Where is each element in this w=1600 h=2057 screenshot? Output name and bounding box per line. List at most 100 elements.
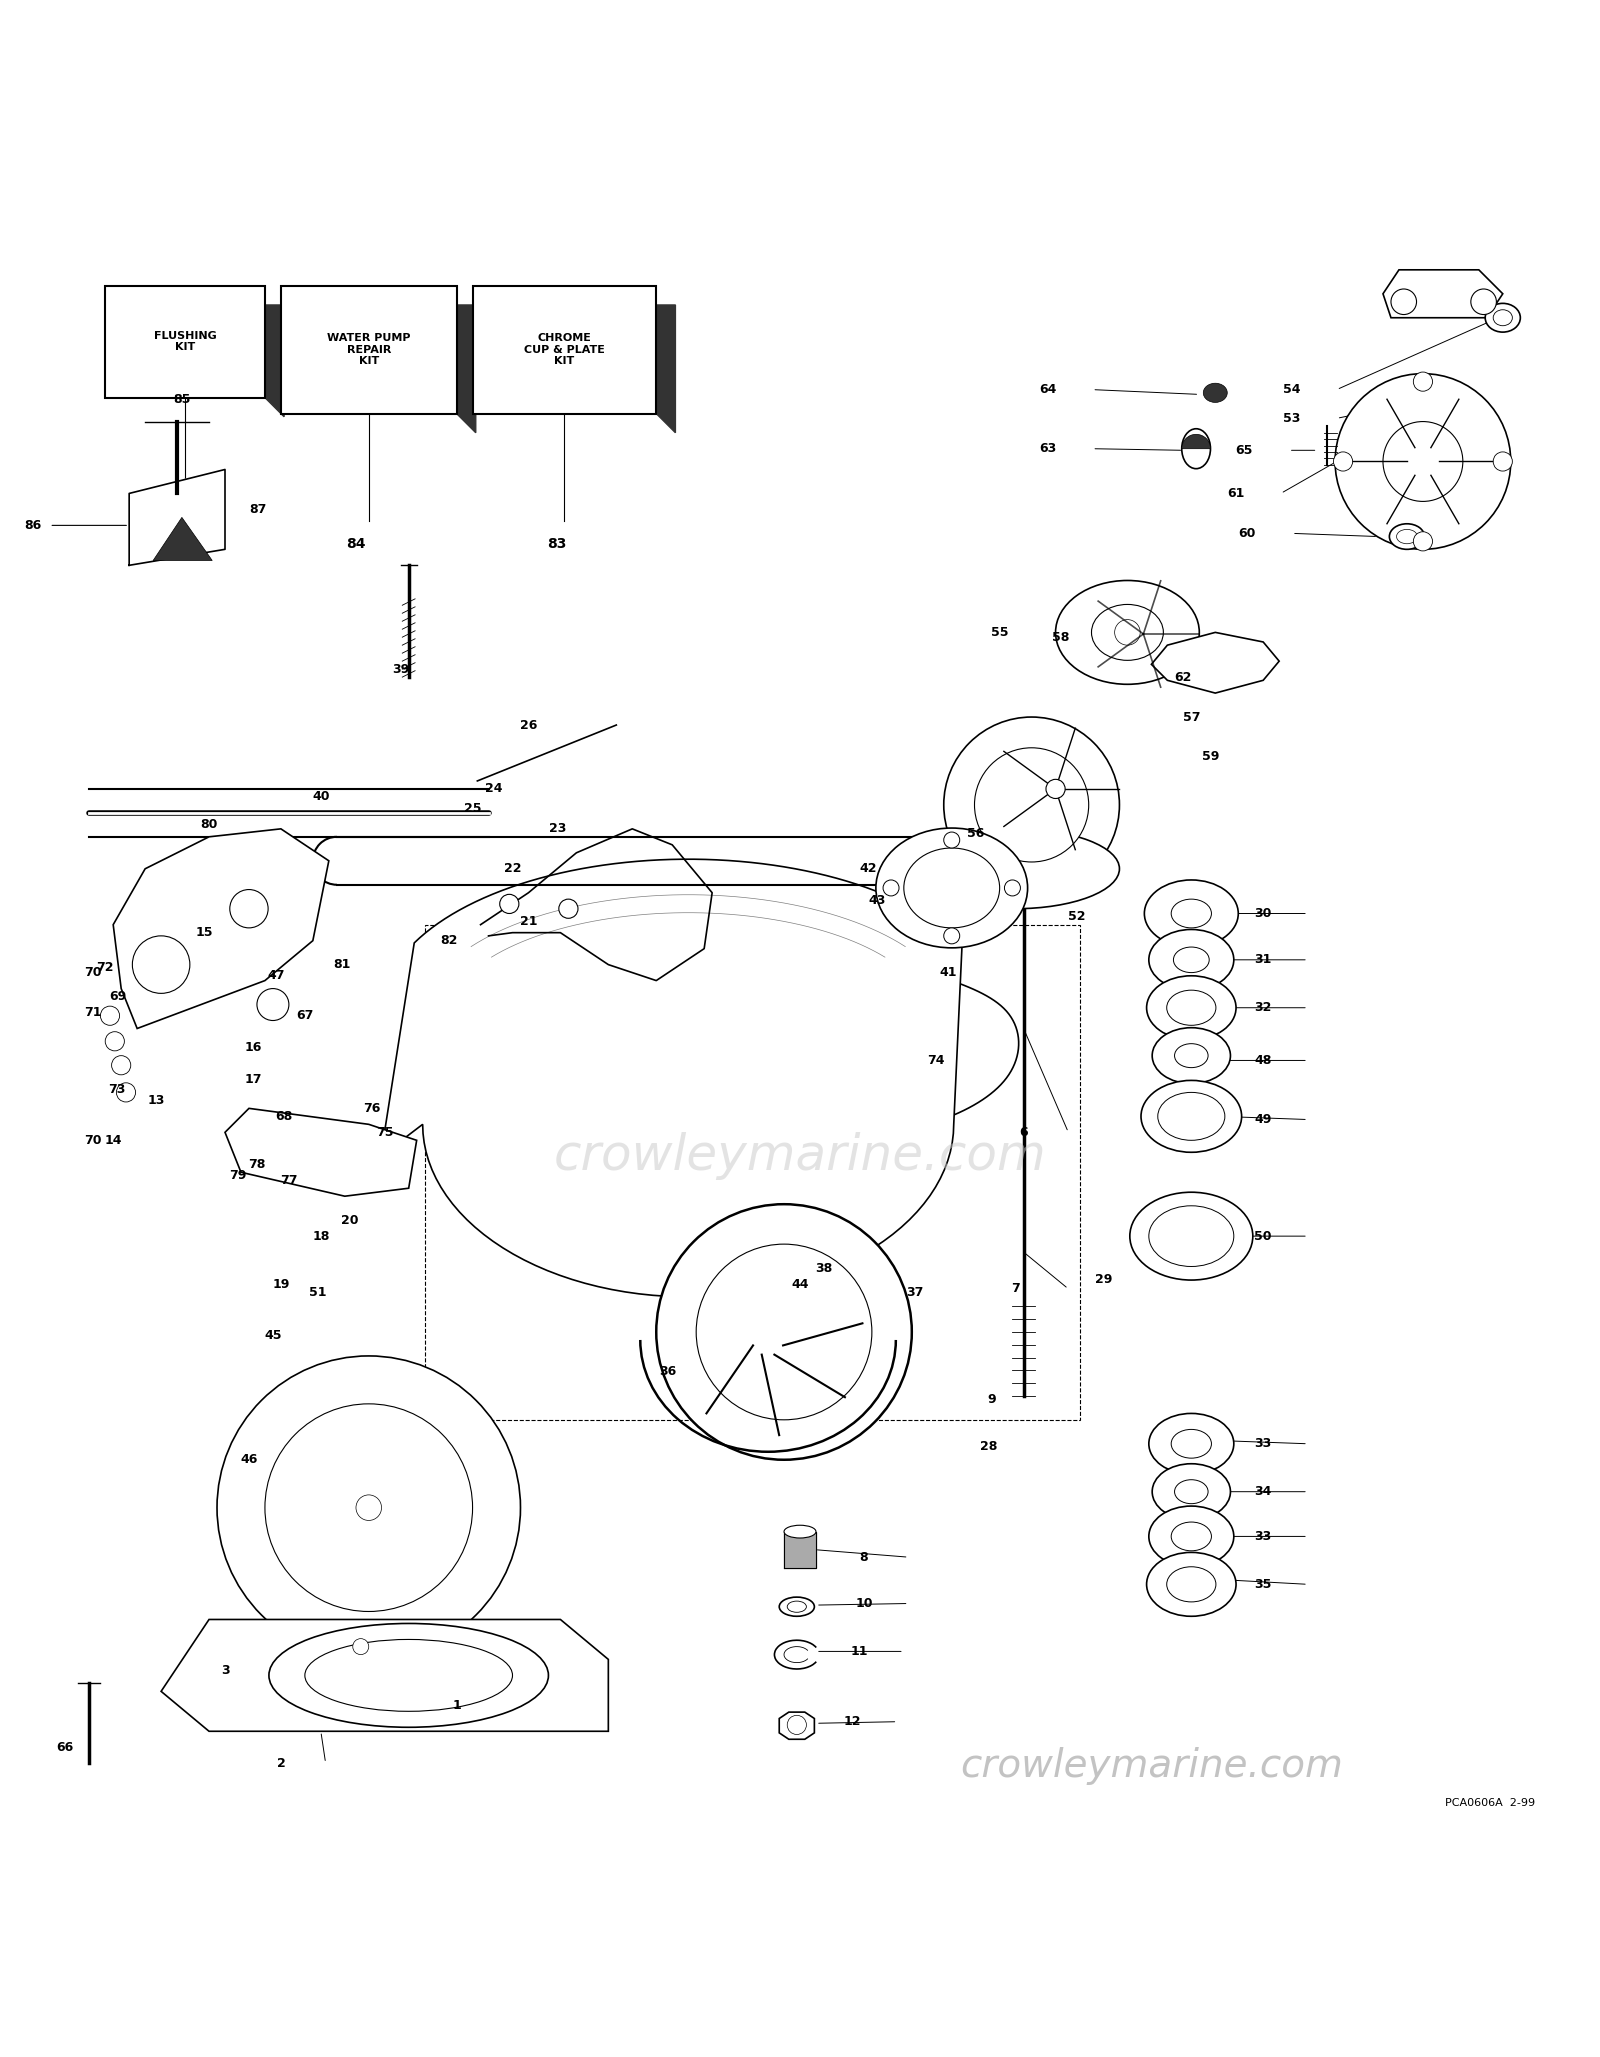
Text: 82: 82 [440,934,458,946]
Ellipse shape [1174,1479,1208,1504]
Text: 42: 42 [859,862,877,876]
Ellipse shape [1149,1205,1234,1267]
Text: 65: 65 [1235,444,1253,457]
Ellipse shape [1389,525,1424,549]
Circle shape [1390,288,1416,315]
Text: 59: 59 [1202,751,1219,763]
Text: 36: 36 [659,1366,677,1378]
Polygon shape [1382,269,1502,317]
Ellipse shape [1152,1465,1230,1520]
Text: 85: 85 [173,393,190,405]
Polygon shape [784,1532,816,1567]
Ellipse shape [1149,1506,1234,1567]
Text: 21: 21 [520,915,538,928]
Ellipse shape [904,847,1000,928]
Polygon shape [472,286,656,413]
Text: 2: 2 [277,1757,285,1769]
Text: 50: 50 [1254,1230,1272,1242]
Text: 75: 75 [376,1125,394,1140]
Text: WATER PUMP
REPAIR
KIT: WATER PUMP REPAIR KIT [326,333,411,366]
Polygon shape [472,286,675,432]
Polygon shape [1152,631,1278,693]
Circle shape [944,718,1120,893]
Text: 52: 52 [1067,909,1085,924]
Circle shape [355,1495,381,1520]
Text: 86: 86 [24,518,42,533]
Text: 12: 12 [843,1716,861,1728]
Circle shape [1413,372,1432,391]
Text: 40: 40 [312,790,330,804]
Ellipse shape [1141,1080,1242,1152]
Text: 53: 53 [1283,411,1301,426]
Circle shape [974,749,1088,862]
Circle shape [1334,374,1510,549]
Ellipse shape [1173,946,1210,973]
Circle shape [218,1356,520,1660]
Ellipse shape [1493,311,1512,325]
Text: 19: 19 [272,1277,290,1290]
Text: 73: 73 [107,1082,125,1096]
Circle shape [787,1716,806,1734]
Polygon shape [779,1711,814,1740]
Text: 66: 66 [56,1740,74,1755]
Ellipse shape [1144,880,1238,946]
Text: 11: 11 [850,1646,867,1658]
Text: 8: 8 [859,1551,869,1563]
Ellipse shape [779,1596,814,1617]
Text: 13: 13 [147,1094,165,1107]
Text: 58: 58 [1051,631,1069,644]
Ellipse shape [1056,580,1200,685]
Text: 39: 39 [392,662,410,675]
Text: 10: 10 [854,1596,872,1611]
Text: 78: 78 [248,1158,266,1170]
Text: 81: 81 [333,959,350,971]
Ellipse shape [875,829,1027,948]
Text: 74: 74 [926,1053,944,1068]
Text: 63: 63 [1038,442,1056,455]
Ellipse shape [1171,899,1211,928]
Ellipse shape [784,1524,816,1539]
Circle shape [1493,453,1512,471]
Circle shape [1470,288,1496,315]
Ellipse shape [1171,1430,1211,1458]
Circle shape [1413,533,1432,551]
Text: 1: 1 [453,1699,461,1711]
Text: 80: 80 [200,817,218,831]
Ellipse shape [1147,975,1237,1039]
Text: 3: 3 [221,1664,229,1676]
Text: 23: 23 [549,823,566,835]
Text: 61: 61 [1227,488,1245,500]
Circle shape [944,831,960,847]
Text: 77: 77 [280,1175,298,1187]
Wedge shape [1182,434,1211,448]
Polygon shape [282,286,475,432]
Polygon shape [282,286,456,413]
Circle shape [1005,880,1021,897]
Text: 71: 71 [83,1006,101,1018]
Text: 43: 43 [867,895,885,907]
Text: 38: 38 [816,1261,832,1275]
Text: 45: 45 [264,1329,282,1341]
Text: 48: 48 [1254,1053,1272,1068]
Text: FLUSHING
KIT: FLUSHING KIT [154,331,216,352]
Circle shape [133,936,190,994]
Text: 56: 56 [966,827,984,839]
Text: 41: 41 [939,967,957,979]
Polygon shape [114,829,330,1028]
Circle shape [117,1082,136,1103]
Circle shape [1046,780,1066,798]
Text: 15: 15 [195,926,213,940]
Ellipse shape [1182,428,1211,469]
Polygon shape [130,469,226,566]
Circle shape [656,1203,912,1460]
Text: crowleymarine.com: crowleymarine.com [554,1131,1046,1181]
Text: 33: 33 [1254,1530,1272,1543]
Circle shape [499,895,518,913]
Text: 30: 30 [1254,907,1272,919]
Text: 55: 55 [990,625,1008,640]
Circle shape [1115,619,1141,646]
Text: 25: 25 [464,802,482,815]
Text: 54: 54 [1283,383,1301,397]
Ellipse shape [1166,1567,1216,1602]
Text: 7: 7 [1011,1282,1021,1296]
